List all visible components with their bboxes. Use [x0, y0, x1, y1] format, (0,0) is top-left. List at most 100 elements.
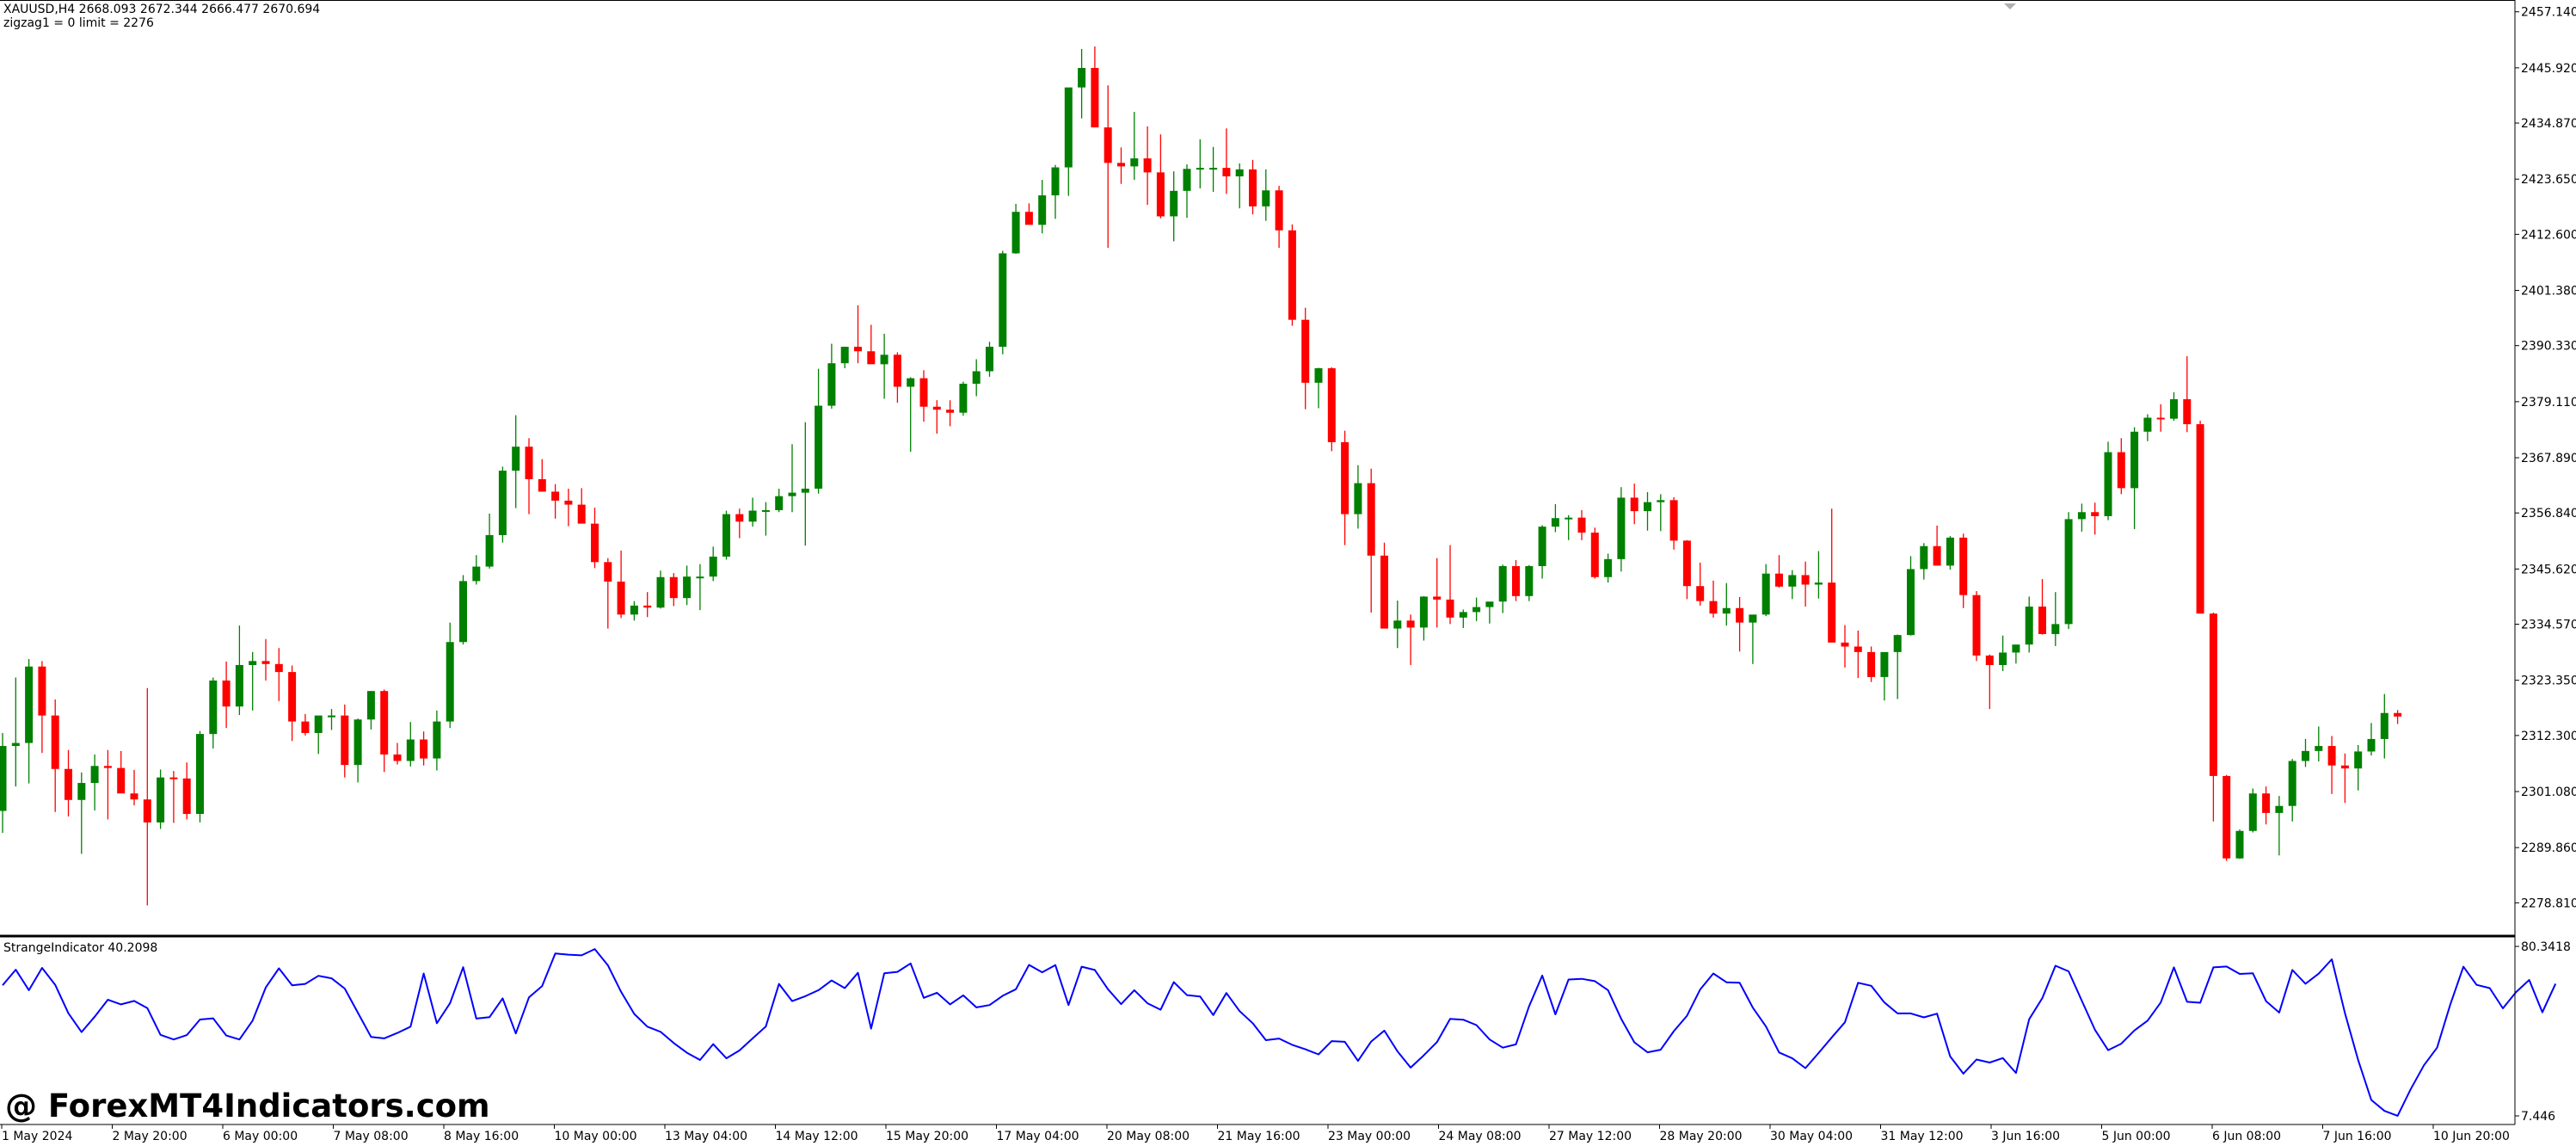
price-tick-label: 2278.810: [2521, 896, 2576, 910]
candle-body: [90, 766, 99, 784]
candle-body: [840, 347, 849, 364]
time-tick-label: 20 May 08:00: [1107, 1130, 1190, 1143]
candle: [1130, 112, 1139, 181]
candle-body: [1682, 540, 1691, 587]
candle: [459, 575, 467, 645]
candle: [1946, 536, 1954, 570]
price-tick-label: 2390.330: [2521, 340, 2576, 354]
candle-body: [999, 253, 1007, 348]
candle: [577, 488, 586, 524]
candle: [1485, 601, 1494, 624]
candle: [1196, 139, 1204, 188]
candle-body: [2262, 793, 2271, 813]
time-tick-label: 6 May 00:00: [223, 1130, 298, 1143]
candle-body: [446, 642, 454, 722]
candle: [1393, 601, 1402, 649]
candle: [512, 415, 520, 508]
candle-body: [1828, 582, 1836, 643]
candle: [880, 333, 888, 399]
price-tick-label: 2334.570: [2521, 619, 2576, 632]
candle-body: [65, 768, 72, 800]
chart-shift-triangle-icon[interactable]: [2004, 3, 2016, 9]
candle: [538, 459, 546, 492]
candle: [1722, 582, 1731, 626]
candle: [472, 555, 481, 585]
candle-body: [2340, 765, 2349, 769]
price-tick-label: 2445.920: [2521, 62, 2576, 76]
candle-body: [564, 500, 573, 505]
candle-body: [1512, 565, 1520, 596]
candle-body: [1341, 441, 1349, 514]
candle: [1170, 171, 1178, 242]
candle: [1907, 556, 1915, 636]
candle-body: [1709, 601, 1718, 614]
candle-body: [235, 664, 243, 707]
candle: [1814, 551, 1823, 599]
candle-body: [1170, 190, 1178, 217]
price-tick-label: 2457.140: [2521, 6, 2576, 20]
price-tick-label: 2356.840: [2521, 507, 2576, 521]
candle: [2354, 744, 2363, 791]
candle: [2130, 427, 2139, 530]
candle-body: [1249, 169, 1257, 206]
candle: [117, 750, 126, 794]
candle: [656, 570, 665, 609]
candle: [11, 677, 20, 787]
candle: [420, 731, 428, 766]
candle: [2183, 356, 2192, 433]
candle: [907, 377, 915, 452]
candle: [1617, 487, 1626, 572]
candle: [1933, 525, 1941, 566]
time-tick-label: 2 May 20:00: [113, 1130, 188, 1143]
candle-body: [433, 721, 441, 759]
candle-body: [2012, 644, 2020, 653]
candle-body: [1617, 497, 1626, 559]
candle-body: [261, 661, 270, 664]
candle-body: [1801, 575, 1810, 585]
candle-body: [2170, 399, 2178, 419]
candle: [591, 508, 599, 569]
candle-body: [2117, 452, 2125, 489]
candle: [1775, 555, 1783, 588]
candle-body: [1011, 212, 1020, 254]
candle-body: [2248, 793, 2257, 831]
candle: [366, 691, 375, 730]
time-tick-label: 10 Jun 20:00: [2433, 1130, 2510, 1143]
candle: [288, 665, 297, 742]
watermark: @ ForexMT4Indicators.com: [5, 1087, 490, 1124]
candle-body: [2222, 775, 2231, 859]
candle: [775, 488, 784, 513]
candle-body: [1314, 368, 1323, 383]
candle-body: [38, 666, 46, 716]
candle: [2143, 414, 2152, 441]
candle: [169, 771, 178, 823]
candle: [2340, 753, 2349, 804]
candle: [643, 592, 652, 618]
candle-body: [2302, 750, 2309, 761]
candle: [1736, 596, 1744, 652]
candle: [2315, 726, 2323, 762]
candle-body: [1183, 169, 1191, 191]
candle: [867, 324, 876, 365]
candle-body: [827, 363, 836, 406]
candle: [972, 359, 981, 397]
candle-body: [788, 492, 796, 496]
candle: [2104, 441, 2112, 521]
candle-body: [2143, 417, 2152, 432]
chart-shift-marker[interactable]: [2004, 3, 2016, 9]
candle-body: [2091, 512, 2100, 516]
candle: [1209, 146, 1218, 193]
candle: [761, 502, 770, 536]
candle-body: [222, 680, 231, 707]
candle-body: [77, 783, 86, 800]
candle-body: [2394, 712, 2402, 717]
candle-body: [182, 778, 191, 815]
candle-body: [946, 410, 955, 413]
candle: [222, 661, 231, 729]
candle-body: [1156, 172, 1165, 217]
time-tick-label: 28 May 20:00: [1660, 1130, 1743, 1143]
candle-body: [1327, 368, 1336, 442]
indicator-panel: [2, 948, 2557, 1117]
